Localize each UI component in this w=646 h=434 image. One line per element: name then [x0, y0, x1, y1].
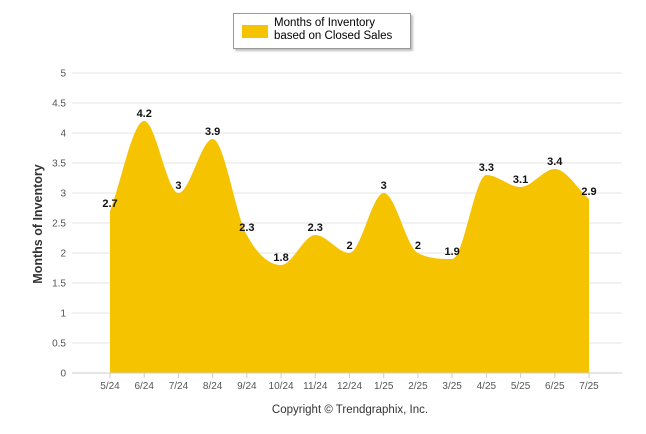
data-point-label: 2 — [346, 240, 352, 252]
x-tick-label: 2/25 — [408, 381, 428, 392]
y-axis-label: Months of Inventory — [31, 164, 45, 283]
x-tick-label: 1/25 — [374, 381, 394, 392]
x-tick-label: 9/24 — [237, 381, 257, 392]
y-tick-label: 2.5 — [52, 219, 66, 230]
legend-swatch — [242, 25, 268, 38]
copyright-text: Copyright © Trendgraphix, Inc. — [272, 404, 428, 416]
x-tick-label: 5/24 — [100, 381, 120, 392]
y-tick-label: 1 — [60, 309, 66, 320]
area-layer — [110, 121, 589, 373]
chart-legend: Months of Inventory based on Closed Sale… — [233, 13, 411, 49]
x-tick-label: 12/24 — [337, 381, 362, 392]
x-tick-label: 4/25 — [477, 381, 497, 392]
data-point-label: 3 — [175, 180, 181, 192]
y-tick-label: 0.5 — [52, 339, 66, 350]
x-tick-label: 10/24 — [269, 381, 294, 392]
data-point-label: 1.9 — [444, 246, 459, 258]
x-tick-label: 7/24 — [169, 381, 189, 392]
data-point-label: 3.9 — [205, 126, 220, 138]
y-tick-label: 0 — [60, 369, 66, 380]
data-point-label: 3.3 — [479, 162, 494, 174]
x-tick-label: 11/24 — [303, 381, 328, 392]
data-point-label: 3 — [381, 180, 387, 192]
y-tick-label: 1.5 — [52, 279, 66, 290]
data-point-label: 3.1 — [513, 174, 528, 186]
x-tick-label: 3/25 — [442, 381, 462, 392]
legend-label: Months of Inventory based on Closed Sale… — [274, 17, 393, 42]
y-tick-label: 3 — [60, 189, 66, 200]
y-tick-label: 3.5 — [52, 159, 66, 170]
x-tick-label: 5/25 — [511, 381, 531, 392]
axis-layer: 0 0.5 1 1.5 2 2.5 3 3.5 4 4.5 5 5/24 6/24 7/24 8/24 9/2… — [52, 69, 622, 392]
data-point-label: 2 — [415, 240, 421, 252]
data-label-layer: 2.7 4.2 3 3.9 2.3 1.8 2.3 2 3 2 1.9 3.3 3.1 3.4 2.9 — [102, 108, 596, 264]
x-tick-label: 6/24 — [134, 381, 154, 392]
data-point-label: 2.3 — [308, 222, 323, 234]
y-tick-label: 4 — [60, 129, 66, 140]
data-point-label: 4.2 — [137, 108, 152, 120]
data-point-label: 3.4 — [547, 156, 563, 168]
data-point-label: 2.7 — [102, 198, 117, 210]
data-point-label: 2.3 — [239, 222, 254, 234]
y-tick-label: 2 — [60, 249, 66, 260]
x-tick-label: 6/25 — [545, 381, 565, 392]
series-area — [110, 121, 589, 373]
x-tick-label: 7/25 — [579, 381, 599, 392]
data-point-label: 2.9 — [581, 186, 596, 198]
x-tick-label: 8/24 — [203, 381, 223, 392]
y-tick-label: 5 — [60, 69, 66, 80]
y-tick-label: 4.5 — [52, 99, 66, 110]
data-point-label: 1.8 — [273, 252, 288, 264]
